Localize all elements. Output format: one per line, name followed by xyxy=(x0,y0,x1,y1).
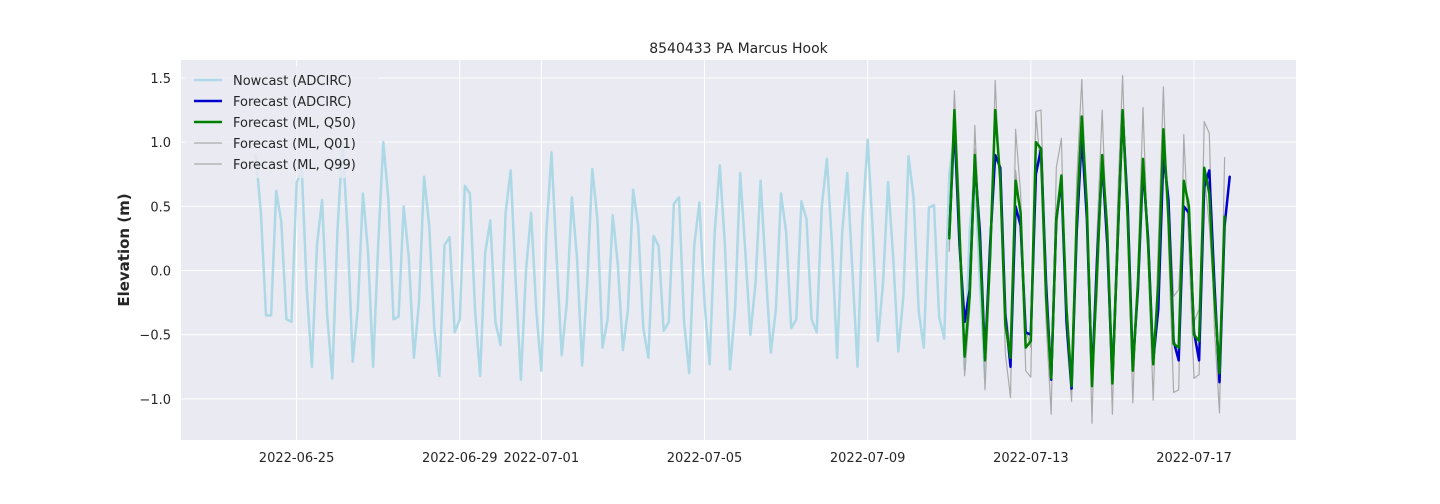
legend-label: Forecast (ML, Q99) xyxy=(233,158,356,173)
legend-label: Nowcast (ADCIRC) xyxy=(233,74,352,89)
x-tick-label: 2022-06-29 xyxy=(422,451,498,466)
y-tick-label: −1.0 xyxy=(139,393,171,408)
legend-label: Forecast (ML, Q01) xyxy=(233,137,356,152)
y-axis-label: Elevation (m) xyxy=(115,193,133,306)
x-tick-label: 2022-07-05 xyxy=(667,451,743,466)
legend: Nowcast (ADCIRC) Forecast (ADCIRC) Forecas… xyxy=(185,66,379,178)
series-lines xyxy=(254,74,1231,424)
x-tick-label: 2022-07-09 xyxy=(830,451,906,466)
x-tick-label: 2022-07-13 xyxy=(993,451,1069,466)
x-tick-label: 2022-06-25 xyxy=(259,451,335,466)
y-axis-ticks: −1.0 −0.5 0.0 0.5 1.0 1.5 xyxy=(139,72,171,408)
y-tick-label: 1.5 xyxy=(150,72,171,87)
y-tick-label: 0.0 xyxy=(150,265,171,280)
series-line-1 xyxy=(254,134,987,381)
legend-label: Forecast (ML, Q50) xyxy=(233,116,356,131)
legend-box xyxy=(185,66,379,178)
series-line-3 xyxy=(948,108,1226,388)
y-tick-label: 1.0 xyxy=(150,136,171,151)
x-tick-label: 2022-07-01 xyxy=(504,451,580,466)
y-tick-label: 0.5 xyxy=(150,200,171,215)
x-tick-label: 2022-07-17 xyxy=(1156,451,1232,466)
y-tick-label: −0.5 xyxy=(139,329,171,344)
chart-title: 8540433 PA Marcus Hook xyxy=(649,41,828,57)
legend-label: Forecast (ADCIRC) xyxy=(233,95,352,110)
x-axis-ticks: 2022-06-25 2022-06-29 2022-07-01 2022-07-05… xyxy=(259,451,1232,466)
